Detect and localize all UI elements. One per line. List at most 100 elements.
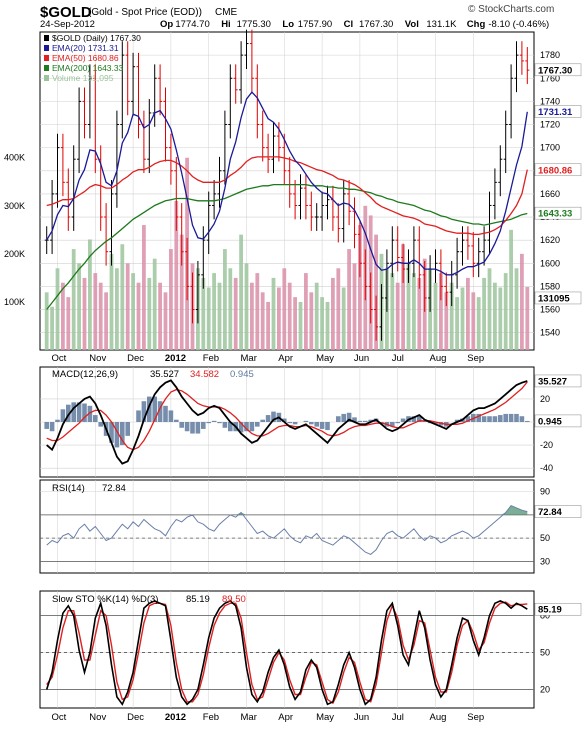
date-text: 24-Sep-2012 (40, 19, 95, 30)
macd-histogram-bar (336, 416, 341, 422)
watermark: © StockCharts.com (468, 4, 554, 15)
macd-legend-title: MACD(12,26,9) (52, 369, 118, 380)
price-tick-label: 1660 (540, 189, 560, 199)
volume-bar (493, 282, 497, 350)
price-tick-label: 1580 (540, 281, 560, 291)
date-axis-label: Apr (278, 353, 293, 364)
volume-bar (417, 277, 422, 350)
volume-bar (277, 287, 281, 350)
volume-bar (514, 268, 519, 350)
macd-histogram-bar (357, 420, 363, 422)
macd-histogram-bar (303, 420, 309, 422)
macd-histogram-bar (325, 422, 330, 431)
macd-histogram-bar (136, 410, 141, 422)
price-legend-entry: EMA(20) 1731.31 (52, 43, 119, 53)
macd-histogram-bar (190, 422, 195, 434)
price-tick-label: 1600 (540, 258, 560, 268)
rsi-legend-value: 72.84 (102, 483, 126, 494)
volume-bar (179, 234, 184, 350)
volume-bar (298, 301, 303, 350)
macd-tick-label: -40 (540, 463, 553, 473)
rsi-legend-title: RSI(14) (52, 483, 85, 494)
volume-bar (233, 277, 238, 350)
ohlc-label: Cl (344, 19, 354, 30)
date-axis-label: Jul (392, 712, 404, 723)
price-panel: 1540156015801600162016401660168017001720… (4, 29, 582, 351)
sto-tick-label: 20 (540, 685, 550, 695)
macd-histogram-bar (265, 415, 271, 422)
volume-bar (304, 273, 308, 350)
volume-bar (109, 253, 114, 350)
macd-histogram-bar (244, 422, 249, 432)
macd-histogram-bar (519, 416, 525, 422)
volume-bar (158, 282, 162, 350)
volume-bar (282, 268, 287, 350)
macd-histogram-bar (168, 410, 174, 422)
date-axis-label: 2012 (165, 712, 186, 723)
macd-tag-box (534, 414, 582, 428)
macd-histogram-bar (390, 422, 395, 427)
macd-histogram-bar (76, 402, 82, 422)
volume-bar (136, 282, 141, 350)
volume-bar (201, 277, 206, 350)
volume-bar (320, 297, 324, 350)
volume-bar (120, 244, 125, 350)
macd-histogram-bar (481, 416, 487, 422)
macd-histogram-bar (87, 405, 93, 422)
volume-bar (228, 268, 233, 350)
volume-bar (444, 292, 449, 350)
legend-swatch (44, 55, 49, 61)
date-axis: Oct Oct Nov Nov Dec Dec 2012 2012 Feb Feb Mar Mar Ap… (52, 353, 485, 723)
sto-panel-frame (39, 590, 535, 709)
price-tick-label: 1740 (540, 96, 560, 106)
sto-k-line (45, 599, 528, 706)
volume-bar (341, 287, 346, 350)
sto-tick-label: 80 (540, 611, 550, 621)
macd-histogram-bar (249, 422, 255, 432)
volume-bar (98, 282, 103, 350)
volume-bar (395, 282, 400, 350)
price-tag-box (534, 163, 582, 177)
macd-histogram-bar (454, 419, 460, 422)
date-axis-label: Nov (89, 353, 106, 364)
date-axis-label: Feb (203, 353, 219, 364)
sto-legend-title: Slow STO %K(14) %D(3) (52, 594, 158, 605)
macd-histogram-bar (314, 422, 319, 427)
volume-bar (163, 292, 168, 350)
date-axis-label: Apr (278, 712, 293, 723)
date-axis-label: Aug (430, 712, 447, 723)
volume-bar (325, 301, 330, 350)
macd-histogram-bar (487, 416, 492, 422)
date-axis-label: Jul (392, 353, 404, 364)
volume-bar (390, 273, 395, 350)
macd-histogram-bar (292, 422, 298, 425)
macd-histogram-bar (514, 413, 519, 422)
sto-d-value: 89.50 (222, 594, 246, 605)
ohlc-label: Lo (282, 19, 294, 30)
volume-bar (331, 277, 335, 350)
ohlc-value: 1767.30 (359, 19, 393, 30)
price-tick-label: 1780 (540, 50, 560, 60)
macd-histogram-bar (71, 402, 76, 422)
date-axis-label: Dec (127, 353, 144, 364)
volume-tick-label: 200K (4, 249, 25, 259)
volume-bar (223, 249, 227, 350)
volume-bar (88, 239, 92, 350)
macd-histogram-bar (163, 405, 168, 422)
ohlc-readout: Op 1774.70 Hi 1775.30 Lo 1757.90 Cl 1767.30 Vol 1… (160, 19, 549, 30)
macd-histogram-bar (476, 413, 481, 422)
volume-bar (82, 277, 87, 350)
date-axis-label: Feb (203, 712, 219, 723)
macd-histogram-value: 0.945 (230, 369, 254, 380)
date-axis-label: Dec (127, 712, 144, 723)
volume-bar (125, 263, 130, 350)
macd-histogram-bar (179, 422, 184, 428)
legend-swatch (44, 75, 49, 81)
volume-bar (460, 287, 465, 350)
volume-bar (293, 297, 297, 350)
ohlc-value: 1774.70 (175, 19, 209, 30)
rsi-tag: 72.84 (538, 507, 562, 518)
macd-legend-value: 35.527 (150, 369, 179, 380)
ohlc-label: Op (160, 19, 173, 30)
macd-histogram-bar (93, 415, 98, 422)
